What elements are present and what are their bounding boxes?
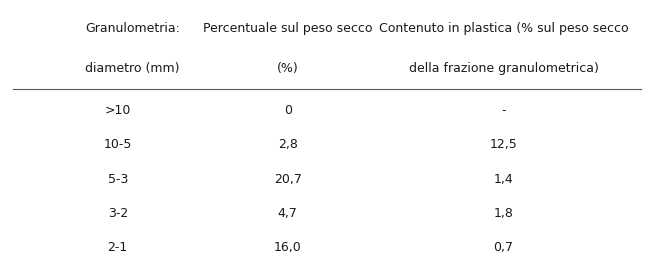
Text: 2,8: 2,8	[278, 139, 298, 151]
Text: 12,5: 12,5	[490, 139, 517, 151]
Text: Percentuale sul peso secco: Percentuale sul peso secco	[203, 22, 373, 34]
Text: 0,7: 0,7	[494, 241, 513, 254]
Text: 3-2: 3-2	[108, 207, 128, 220]
Text: 10-5: 10-5	[103, 139, 132, 151]
Text: diametro (mm): diametro (mm)	[85, 62, 179, 74]
Text: 0: 0	[284, 104, 292, 117]
Text: Contenuto in plastica (% sul peso secco: Contenuto in plastica (% sul peso secco	[379, 22, 628, 34]
Text: (%): (%)	[277, 62, 299, 74]
Text: 2-1: 2-1	[108, 241, 128, 254]
Text: 5-3: 5-3	[107, 173, 128, 186]
Text: Granulometria:: Granulometria:	[85, 22, 180, 34]
Text: 1,4: 1,4	[494, 173, 513, 186]
Text: 20,7: 20,7	[274, 173, 301, 186]
Text: 4,7: 4,7	[278, 207, 298, 220]
Text: 1,8: 1,8	[494, 207, 513, 220]
Text: -: -	[502, 104, 506, 117]
Text: 16,0: 16,0	[274, 241, 301, 254]
Text: della frazione granulometrica): della frazione granulometrica)	[409, 62, 598, 74]
Text: >10: >10	[105, 104, 131, 117]
